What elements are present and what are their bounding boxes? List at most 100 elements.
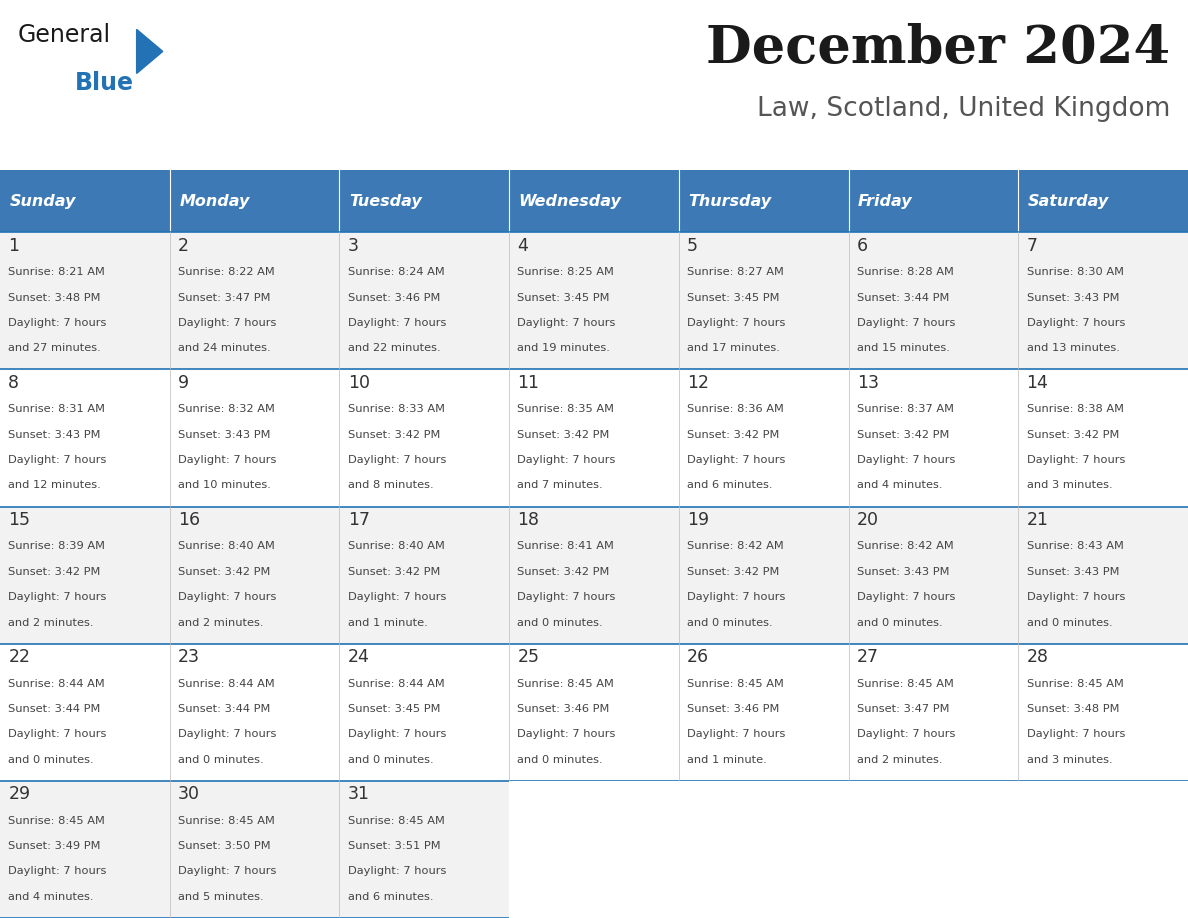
Text: 15: 15 — [8, 511, 31, 529]
Text: and 4 minutes.: and 4 minutes. — [857, 480, 942, 490]
Text: Sunrise: 8:28 AM: Sunrise: 8:28 AM — [857, 267, 954, 277]
Bar — [170, 644, 340, 781]
Bar — [170, 507, 340, 644]
Text: December 2024: December 2024 — [706, 23, 1170, 74]
Text: Sunrise: 8:33 AM: Sunrise: 8:33 AM — [348, 404, 444, 414]
Bar — [848, 781, 1018, 918]
Text: Daylight: 7 hours: Daylight: 7 hours — [348, 455, 447, 465]
Bar — [848, 781, 1018, 918]
Text: 12: 12 — [687, 374, 709, 392]
Text: Daylight: 7 hours: Daylight: 7 hours — [518, 592, 615, 602]
Text: 9: 9 — [178, 374, 189, 392]
Text: 8: 8 — [8, 374, 19, 392]
Text: Sunrise: 8:40 AM: Sunrise: 8:40 AM — [178, 542, 274, 552]
Text: Sunrise: 8:45 AM: Sunrise: 8:45 AM — [518, 678, 614, 688]
Text: Sunset: 3:42 PM: Sunset: 3:42 PM — [348, 566, 440, 577]
Text: Sunrise: 8:40 AM: Sunrise: 8:40 AM — [348, 542, 444, 552]
Text: 4: 4 — [518, 237, 529, 255]
Text: 28: 28 — [1026, 648, 1049, 666]
Text: Sunset: 3:42 PM: Sunset: 3:42 PM — [518, 430, 609, 440]
Text: Sunset: 3:43 PM: Sunset: 3:43 PM — [8, 430, 101, 440]
Bar — [848, 369, 1018, 507]
Text: Daylight: 7 hours: Daylight: 7 hours — [348, 318, 447, 328]
Text: Sunday: Sunday — [10, 194, 76, 208]
Bar — [340, 232, 510, 369]
Text: Sunrise: 8:32 AM: Sunrise: 8:32 AM — [178, 404, 274, 414]
Text: Daylight: 7 hours: Daylight: 7 hours — [857, 318, 955, 328]
Text: Daylight: 7 hours: Daylight: 7 hours — [348, 729, 447, 739]
Text: 13: 13 — [857, 374, 879, 392]
Text: and 0 minutes.: and 0 minutes. — [857, 618, 942, 628]
Text: 23: 23 — [178, 648, 200, 666]
Bar — [1018, 170, 1188, 232]
Text: Sunset: 3:42 PM: Sunset: 3:42 PM — [687, 566, 779, 577]
Text: 24: 24 — [348, 648, 369, 666]
Text: and 19 minutes.: and 19 minutes. — [518, 343, 611, 353]
Text: 7: 7 — [1026, 237, 1037, 255]
Bar — [1018, 644, 1188, 781]
Text: Daylight: 7 hours: Daylight: 7 hours — [687, 455, 785, 465]
Text: Sunrise: 8:44 AM: Sunrise: 8:44 AM — [348, 678, 444, 688]
Text: Daylight: 7 hours: Daylight: 7 hours — [857, 455, 955, 465]
Text: Sunset: 3:48 PM: Sunset: 3:48 PM — [1026, 704, 1119, 714]
Text: and 2 minutes.: and 2 minutes. — [178, 618, 264, 628]
Text: and 0 minutes.: and 0 minutes. — [518, 618, 604, 628]
Text: 10: 10 — [348, 374, 369, 392]
Text: and 17 minutes.: and 17 minutes. — [687, 343, 781, 353]
Text: Sunset: 3:46 PM: Sunset: 3:46 PM — [348, 293, 440, 303]
Bar — [0, 781, 170, 918]
Text: Sunset: 3:46 PM: Sunset: 3:46 PM — [518, 704, 609, 714]
Text: Sunset: 3:50 PM: Sunset: 3:50 PM — [178, 841, 271, 851]
Bar — [678, 781, 848, 918]
Text: 26: 26 — [687, 648, 709, 666]
Text: Sunrise: 8:21 AM: Sunrise: 8:21 AM — [8, 267, 106, 277]
Bar — [848, 170, 1018, 232]
Text: Sunrise: 8:43 AM: Sunrise: 8:43 AM — [1026, 542, 1124, 552]
Text: Sunset: 3:43 PM: Sunset: 3:43 PM — [178, 430, 271, 440]
Text: Sunset: 3:43 PM: Sunset: 3:43 PM — [857, 566, 949, 577]
Text: Sunset: 3:43 PM: Sunset: 3:43 PM — [1026, 293, 1119, 303]
Text: Daylight: 7 hours: Daylight: 7 hours — [1026, 592, 1125, 602]
Text: and 0 minutes.: and 0 minutes. — [178, 755, 264, 765]
Bar — [0, 369, 170, 507]
Text: Sunrise: 8:45 AM: Sunrise: 8:45 AM — [687, 678, 784, 688]
Text: Daylight: 7 hours: Daylight: 7 hours — [178, 318, 277, 328]
Text: and 4 minutes.: and 4 minutes. — [8, 892, 94, 901]
Text: Daylight: 7 hours: Daylight: 7 hours — [518, 729, 615, 739]
Text: and 3 minutes.: and 3 minutes. — [1026, 480, 1112, 490]
Text: Sunrise: 8:22 AM: Sunrise: 8:22 AM — [178, 267, 274, 277]
Bar — [678, 369, 848, 507]
Text: Daylight: 7 hours: Daylight: 7 hours — [8, 867, 107, 877]
Bar — [340, 170, 510, 232]
Bar — [510, 507, 678, 644]
Text: and 10 minutes.: and 10 minutes. — [178, 480, 271, 490]
Text: 30: 30 — [178, 786, 200, 803]
Text: Sunset: 3:44 PM: Sunset: 3:44 PM — [8, 704, 101, 714]
Text: Sunset: 3:49 PM: Sunset: 3:49 PM — [8, 841, 101, 851]
Text: Sunrise: 8:45 AM: Sunrise: 8:45 AM — [1026, 678, 1124, 688]
Bar — [170, 170, 340, 232]
Text: Daylight: 7 hours: Daylight: 7 hours — [178, 867, 277, 877]
Text: Daylight: 7 hours: Daylight: 7 hours — [178, 592, 277, 602]
Text: and 7 minutes.: and 7 minutes. — [518, 480, 604, 490]
Text: Sunrise: 8:37 AM: Sunrise: 8:37 AM — [857, 404, 954, 414]
Text: Sunrise: 8:31 AM: Sunrise: 8:31 AM — [8, 404, 106, 414]
Text: Daylight: 7 hours: Daylight: 7 hours — [178, 729, 277, 739]
Text: Daylight: 7 hours: Daylight: 7 hours — [1026, 729, 1125, 739]
Text: Sunset: 3:47 PM: Sunset: 3:47 PM — [178, 293, 271, 303]
Text: Sunrise: 8:42 AM: Sunrise: 8:42 AM — [857, 542, 954, 552]
Text: Daylight: 7 hours: Daylight: 7 hours — [8, 729, 107, 739]
Text: Sunset: 3:42 PM: Sunset: 3:42 PM — [8, 566, 101, 577]
Text: Sunset: 3:46 PM: Sunset: 3:46 PM — [687, 704, 779, 714]
Bar — [170, 369, 340, 507]
Text: 27: 27 — [857, 648, 879, 666]
Text: and 6 minutes.: and 6 minutes. — [348, 892, 434, 901]
Text: 2: 2 — [178, 237, 189, 255]
Text: and 1 minute.: and 1 minute. — [348, 618, 428, 628]
Text: Sunset: 3:42 PM: Sunset: 3:42 PM — [857, 430, 949, 440]
Text: and 27 minutes.: and 27 minutes. — [8, 343, 101, 353]
Text: 21: 21 — [1026, 511, 1049, 529]
Text: Sunrise: 8:38 AM: Sunrise: 8:38 AM — [1026, 404, 1124, 414]
Text: 1: 1 — [8, 237, 19, 255]
Text: Sunrise: 8:35 AM: Sunrise: 8:35 AM — [518, 404, 614, 414]
